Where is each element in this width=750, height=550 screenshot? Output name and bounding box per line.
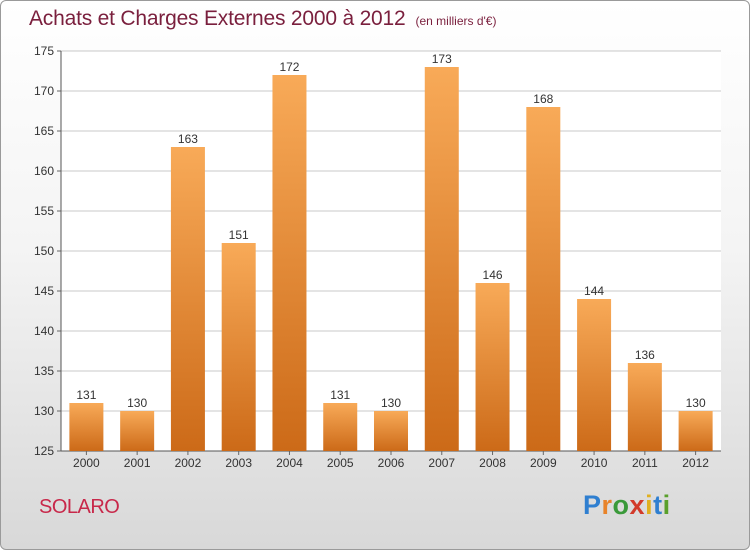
logo-letter: t xyxy=(653,490,663,520)
x-tick-label: 2009 xyxy=(530,456,557,470)
bar xyxy=(577,299,612,451)
x-tick-label: 2001 xyxy=(124,456,151,470)
bar-value-label: 146 xyxy=(483,268,503,282)
bar xyxy=(170,147,205,451)
logo-letter: r xyxy=(601,490,613,520)
logo-letter: x xyxy=(629,490,646,520)
x-tick-label: 2002 xyxy=(175,456,202,470)
bar xyxy=(627,363,662,451)
x-tick-label: 2010 xyxy=(581,456,608,470)
y-tick-label: 125 xyxy=(34,444,54,458)
y-tick-label: 165 xyxy=(34,124,54,138)
bar xyxy=(678,411,713,451)
x-tick-label: 2011 xyxy=(632,456,658,470)
logo-letter: i xyxy=(645,490,654,520)
x-tick-label: 2007 xyxy=(428,456,455,470)
y-tick-label: 135 xyxy=(34,364,54,378)
bar-value-label: 131 xyxy=(76,388,96,402)
bar xyxy=(69,403,104,451)
bar-value-label: 172 xyxy=(279,60,299,74)
bar-value-label: 173 xyxy=(432,52,452,66)
y-tick-label: 155 xyxy=(34,204,54,218)
y-tick-label: 160 xyxy=(34,164,54,178)
bar-value-label: 130 xyxy=(686,396,706,410)
proxiti-logo: Proxiti xyxy=(583,490,671,521)
town-name: SOLARO xyxy=(39,496,120,518)
x-tick-label: 2003 xyxy=(225,456,252,470)
bar xyxy=(374,411,408,451)
bar xyxy=(424,67,459,451)
bar-value-label: 131 xyxy=(330,388,350,402)
y-tick-label: 130 xyxy=(34,404,54,418)
bar xyxy=(323,403,358,451)
chart-subtitle: (en milliers d'€) xyxy=(415,14,497,28)
x-tick-label: 2008 xyxy=(479,456,506,470)
x-tick-label: 2012 xyxy=(682,456,709,470)
logo-letter: P xyxy=(583,490,602,520)
bar-value-label: 151 xyxy=(229,228,249,242)
bar-value-label: 144 xyxy=(584,284,604,298)
logo-letter: i xyxy=(662,490,671,520)
chart-title-block: Achats et Charges Externes 2000 à 2012 (e… xyxy=(29,7,496,31)
bar-value-label: 130 xyxy=(127,396,147,410)
x-tick-label: 2004 xyxy=(276,456,303,470)
logo-letter: o xyxy=(612,490,630,520)
bar xyxy=(120,411,155,451)
x-tick-label: 2000 xyxy=(73,456,100,470)
x-tick-label: 2005 xyxy=(327,456,354,470)
chart-title: Achats et Charges Externes 2000 à 2012 xyxy=(29,7,406,30)
y-tick-label: 145 xyxy=(34,284,54,298)
bar-value-label: 168 xyxy=(533,92,553,106)
y-tick-label: 140 xyxy=(34,324,54,338)
bar-value-label: 130 xyxy=(381,396,401,410)
y-tick-label: 170 xyxy=(34,84,54,98)
y-tick-label: 175 xyxy=(34,44,54,58)
bar xyxy=(475,283,510,451)
bar xyxy=(526,107,561,451)
x-tick-label: 2006 xyxy=(378,456,405,470)
bar xyxy=(221,243,256,451)
bar xyxy=(272,75,307,451)
bar-value-label: 163 xyxy=(178,132,198,146)
y-tick-label: 150 xyxy=(34,244,54,258)
bar-value-label: 136 xyxy=(635,348,655,362)
